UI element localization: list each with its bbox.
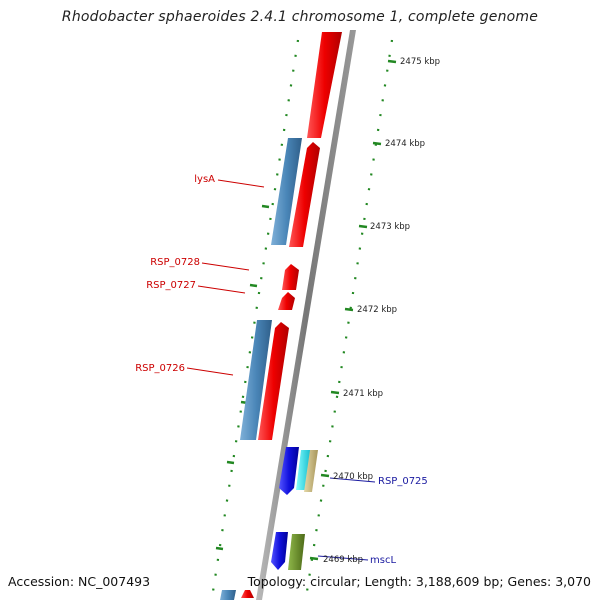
chromosome-backbone bbox=[256, 30, 356, 600]
kbp-tick-mark bbox=[387, 59, 397, 64]
genome-summary-text: Topology: circular; Length: 3,188,609 bp… bbox=[247, 574, 591, 589]
inner-tick-mark bbox=[215, 546, 224, 551]
tick-label: 2470 kbp bbox=[333, 472, 373, 482]
gene-label-RSP_0726[interactable]: RSP_0726 bbox=[135, 363, 185, 374]
kbp-tick-mark bbox=[309, 556, 319, 561]
gene-label-lysA[interactable]: lysA bbox=[194, 174, 215, 185]
accession-text: Accession: NC_007493 bbox=[8, 574, 151, 589]
gene-leader-lines bbox=[186, 179, 376, 561]
leader-RSP_0728 bbox=[201, 262, 250, 271]
gene-RSP_0726 bbox=[240, 320, 272, 440]
gene-red-bottom bbox=[241, 590, 254, 598]
gene-label-RSP_0727[interactable]: RSP_0727 bbox=[146, 280, 196, 291]
gene-features bbox=[220, 32, 342, 600]
kbp-tick-mark bbox=[372, 141, 382, 146]
gene-steel-bottom bbox=[220, 590, 236, 600]
tick-label: 2469 kbp bbox=[323, 555, 363, 565]
leader-RSP_0727 bbox=[197, 285, 246, 294]
map-title: Rhodobacter sphaeroides 2.4.1 chromosome… bbox=[61, 9, 539, 25]
inner-tick-mark bbox=[249, 283, 258, 288]
inner-tick-mark bbox=[226, 460, 235, 465]
kbp-tick-labels: 2475 kbp 2474 kbp 2473 kbp 2472 kbp 2471… bbox=[323, 57, 440, 565]
gene-blue-2 bbox=[271, 532, 288, 570]
gene-lysA bbox=[271, 138, 302, 245]
gene-lysA-adjacent-red bbox=[289, 142, 320, 247]
tick-label: 2473 kbp bbox=[370, 222, 410, 232]
tick-label: 2472 kbp bbox=[357, 305, 397, 315]
kbp-tick-mark bbox=[344, 307, 354, 312]
gene-RSP_0728 bbox=[282, 264, 299, 290]
leader-lysA bbox=[217, 179, 265, 188]
kbp-tick-marks bbox=[215, 59, 397, 561]
gene-mscL bbox=[288, 534, 305, 570]
leader-mscL bbox=[317, 555, 369, 561]
kbp-tick-mark bbox=[358, 224, 368, 229]
inner-tick-mark bbox=[261, 204, 270, 209]
tick-label: 2475 kbp bbox=[400, 57, 440, 67]
gene-label-mscL[interactable]: mscL bbox=[370, 555, 396, 566]
dotted-guides bbox=[210, 39, 394, 599]
gene-blue-1 bbox=[279, 447, 299, 495]
gene-label-RSP_0725[interactable]: RSP_0725 bbox=[378, 476, 428, 487]
leader-RSP_0725 bbox=[329, 477, 376, 483]
inner-dotted-guide bbox=[210, 39, 300, 599]
gene-RSP_0725 bbox=[304, 450, 318, 492]
tick-label: 2471 kbp bbox=[343, 389, 383, 399]
tick-label: 2474 kbp bbox=[385, 139, 425, 149]
gene-red-mid bbox=[258, 322, 289, 440]
leader-RSP_0726 bbox=[186, 367, 234, 376]
gene-label-RSP_0728[interactable]: RSP_0728 bbox=[150, 257, 200, 268]
gene-cyan bbox=[296, 450, 311, 490]
gene-red-top bbox=[307, 32, 342, 138]
gene-labels: lysA RSP_0728 RSP_0727 RSP_0726 RSP_0725… bbox=[135, 174, 428, 566]
gene-RSP_0727 bbox=[278, 292, 295, 310]
kbp-tick-mark bbox=[320, 473, 330, 478]
kbp-tick-mark bbox=[330, 390, 340, 395]
